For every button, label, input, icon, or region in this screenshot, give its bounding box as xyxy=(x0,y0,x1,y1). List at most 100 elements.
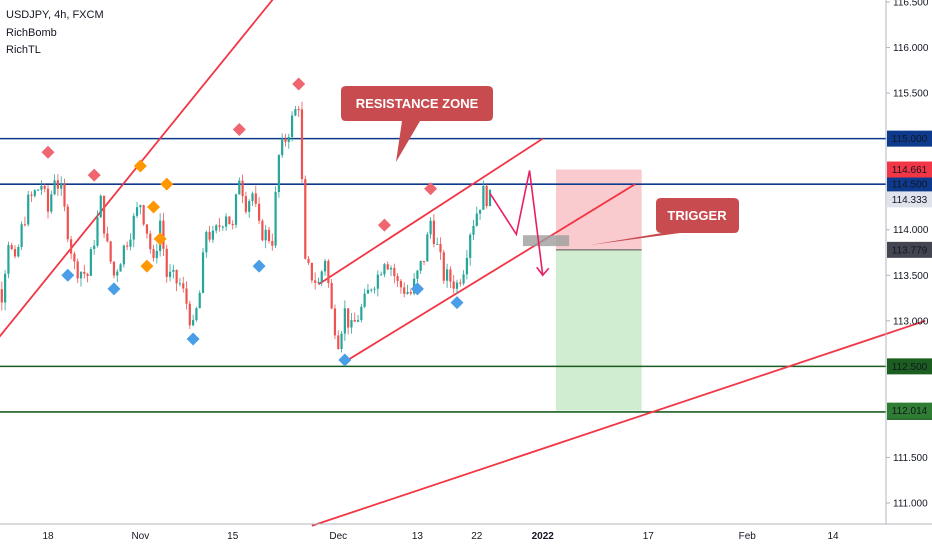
candle-body xyxy=(353,320,356,322)
candle-body xyxy=(274,192,277,246)
swing-marker-low-orange xyxy=(140,259,154,273)
candle-body xyxy=(185,288,188,304)
candle-body xyxy=(89,249,92,276)
y-tick-label: 116.500 xyxy=(893,0,929,9)
candle-body xyxy=(320,271,323,283)
candle-body xyxy=(106,233,109,242)
candle-body xyxy=(297,109,300,111)
candle-body xyxy=(251,193,254,201)
candle-body xyxy=(455,282,459,289)
candle-body xyxy=(30,194,33,196)
price-badge-label: 115.000 xyxy=(892,134,928,145)
candle-body xyxy=(482,185,485,210)
legend-symbol[interactable]: USDJPY, 4h, FXCM xyxy=(6,9,104,21)
price-badge-114.661: 114.661 xyxy=(887,161,932,178)
candle-body xyxy=(416,270,419,279)
candle-body xyxy=(165,248,168,277)
candle-body xyxy=(99,195,102,218)
candle-body xyxy=(56,180,59,189)
candle-body xyxy=(426,234,429,262)
candle-body xyxy=(343,308,346,334)
candle-body xyxy=(399,280,403,288)
price-level-lines xyxy=(0,137,886,413)
y-tick-label: 113.500 xyxy=(893,271,929,282)
candle-body xyxy=(300,109,304,180)
swing-marker-high-orange xyxy=(160,177,174,191)
candle-body xyxy=(271,241,274,246)
candle-body xyxy=(63,183,66,207)
candle-body xyxy=(287,137,290,142)
candle-body xyxy=(211,230,215,240)
price-badge-bg xyxy=(887,241,932,258)
legend-indicator-richbomb[interactable]: RichBomb xyxy=(6,27,57,39)
x-tick-label: Dec xyxy=(329,531,347,542)
candle-body xyxy=(350,320,353,328)
candle-body xyxy=(192,320,195,326)
candle-body xyxy=(356,320,360,322)
swing-marker-high-orange xyxy=(147,200,161,214)
candle-body xyxy=(432,220,436,244)
candle-body xyxy=(248,200,251,212)
candle-body xyxy=(294,109,297,116)
candle-body xyxy=(37,189,40,191)
price-badge-bg xyxy=(887,176,932,193)
candle-body xyxy=(0,289,3,303)
candle-body xyxy=(317,282,320,284)
candle-body xyxy=(228,216,231,225)
price-badge-label: 113.779 xyxy=(892,245,928,256)
candle-body xyxy=(66,206,69,240)
x-tick-label: 17 xyxy=(643,531,655,542)
candle-body xyxy=(142,205,145,225)
x-tick-label: 2022 xyxy=(532,531,555,542)
y-tick-label: 113.000 xyxy=(893,316,929,327)
candle-body xyxy=(376,274,379,289)
y-tick-label: 111.500 xyxy=(893,453,928,464)
candle-body xyxy=(73,253,76,262)
candle-body xyxy=(406,292,409,294)
candle-body xyxy=(195,308,198,321)
price-badge-113.779: 113.779 xyxy=(887,241,932,258)
x-tick-label: 18 xyxy=(42,531,54,542)
swing-marker-low-blue xyxy=(252,259,266,273)
price-badge-label: 114.333 xyxy=(892,195,928,206)
candle-body xyxy=(208,231,211,240)
swing-marker-low-blue xyxy=(107,282,121,296)
candle-body xyxy=(175,270,178,284)
candle-body xyxy=(419,261,422,271)
candle-body xyxy=(79,271,83,279)
candle-body xyxy=(347,308,350,328)
x-tick-label: 14 xyxy=(827,531,839,542)
candle-body xyxy=(439,243,442,253)
candle-body xyxy=(488,189,492,207)
candle-body xyxy=(284,138,287,142)
long-term-support xyxy=(311,319,926,527)
price-badge-112.500: 112.500 xyxy=(887,358,932,375)
candle-body xyxy=(23,224,27,226)
projection-path xyxy=(489,170,544,276)
candle-body xyxy=(116,271,119,276)
candle-body xyxy=(340,333,343,349)
swing-marker-high-red xyxy=(292,77,306,91)
candle-body xyxy=(20,224,23,248)
candle-body xyxy=(314,280,317,283)
candle-body xyxy=(436,243,439,245)
candle-body xyxy=(373,288,376,290)
candle-body xyxy=(69,239,73,254)
candle-body xyxy=(126,245,129,247)
swing-marker-high-red xyxy=(232,123,246,137)
candle-body xyxy=(135,207,139,216)
candle-body xyxy=(10,245,13,250)
candle-body xyxy=(277,155,280,193)
candle-body xyxy=(469,234,472,258)
candle-body xyxy=(46,188,50,212)
resistance-zone-callout: RESISTANCE ZONE xyxy=(341,86,493,162)
candle-body xyxy=(429,220,432,235)
candle-body xyxy=(396,276,399,281)
candle-body xyxy=(257,203,261,221)
resistance-zone-callout-box xyxy=(341,86,493,162)
legend-indicator-richtl[interactable]: RichTL xyxy=(6,44,41,56)
projection-arrowhead xyxy=(536,266,550,277)
price-badge-label: 112.500 xyxy=(892,362,928,373)
